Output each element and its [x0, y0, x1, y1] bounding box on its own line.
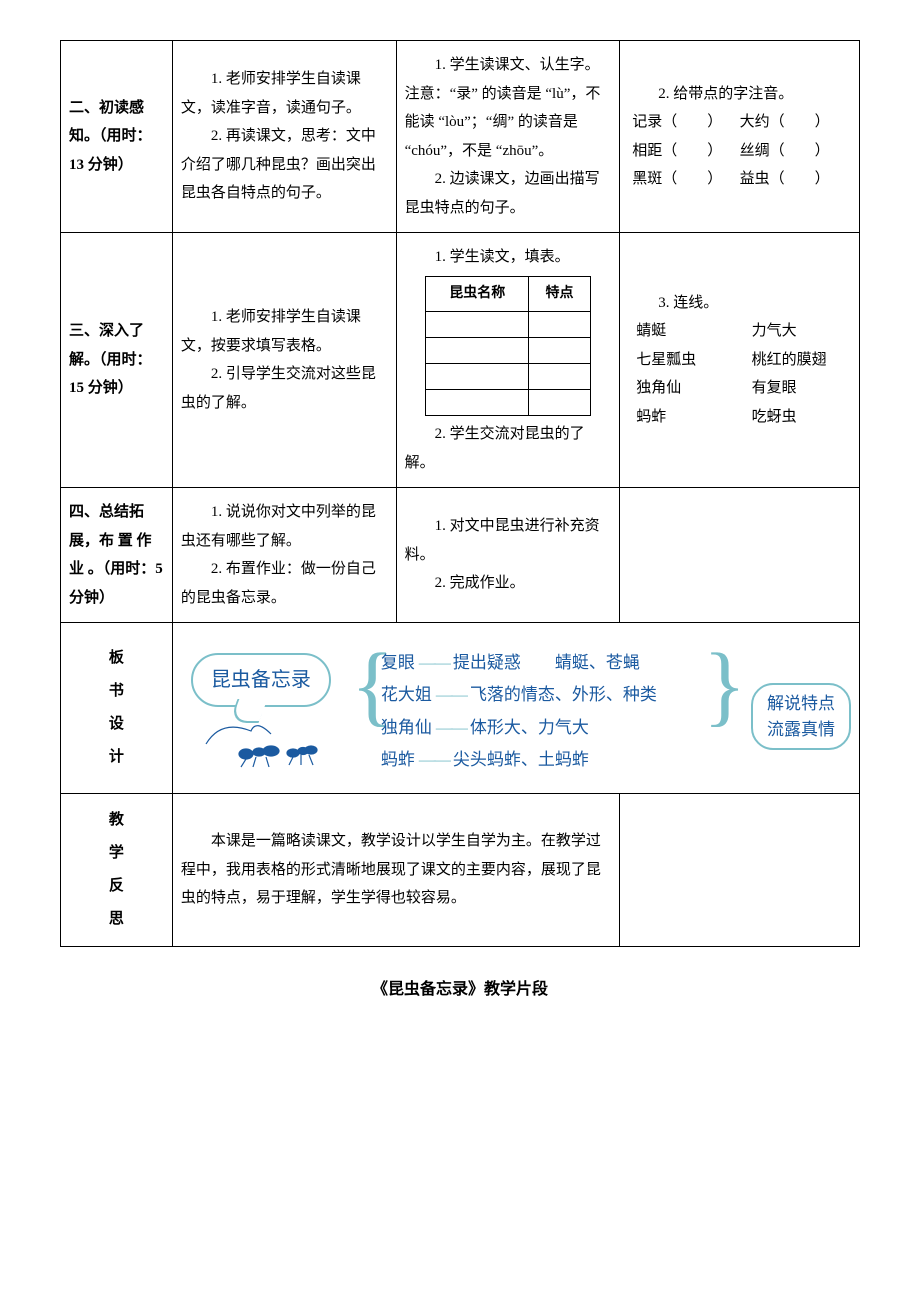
- bl-left: 独角仙: [381, 718, 432, 737]
- inner-cell: [529, 364, 590, 390]
- match-left: 蜻蜓: [636, 317, 727, 346]
- match-pair: 蚂蚱 吃蚜虫: [628, 403, 851, 432]
- table-row: 三、深入了解。（用时：15 分钟） 1. 老师安排学生自读课文，按要求填写表格。…: [61, 233, 860, 488]
- lesson-plan-table: 二、初读感知。（用时：13 分钟） 1. 老师安排学生自读课文，读准字音，读通句…: [60, 40, 860, 947]
- pinyin-item: 益虫（ ）: [740, 165, 847, 194]
- pinyin-pair: 相距（ ） 丝绸（ ）: [628, 137, 851, 166]
- bl-right: 飞落的情态、外形、种类: [470, 685, 657, 704]
- stage-label: 二、初读感知。（用时：13 分钟）: [61, 41, 173, 233]
- brace-right-icon: }: [703, 641, 721, 731]
- inner-cell: [426, 364, 529, 390]
- board-right-bubble: 解说特点 流露真情: [751, 683, 851, 750]
- inner-cell: [426, 338, 529, 364]
- insect-table: 昆虫名称 特点: [425, 276, 590, 417]
- inner-header: 昆虫名称: [426, 276, 529, 312]
- teacher-activity: 1. 老师安排学生自读课文，读准字音，读通句子。 2. 再读课文，思考：文中介绍…: [172, 41, 396, 233]
- match-left: 七星瓢虫: [636, 346, 727, 375]
- table-row: 板书设计 昆虫备忘录: [61, 623, 860, 794]
- teacher-line: 2. 再读课文，思考：文中介绍了哪几种昆虫？画出突出昆虫各自特点的句子。: [181, 122, 388, 208]
- check-exercise: [620, 488, 860, 623]
- match-right: 力气大: [728, 317, 843, 346]
- footer-title: 《昆虫备忘录》教学片段: [60, 975, 860, 1005]
- bl-left: 蚂蚱: [381, 750, 415, 769]
- teacher-line: 1. 老师安排学生自读课文，读准字音，读通句子。: [181, 65, 388, 122]
- reflect-text-cell: 本课是一篇略读课文，教学设计以学生自学为主。在教学过程中，我用表格的形式清晰地展…: [172, 794, 619, 947]
- student-activity: 1. 学生读文，填表。 昆虫名称 特点 2. 学生交流对昆虫的了解。: [396, 233, 620, 488]
- table-row: 教学反思 本课是一篇略读课文，教学设计以学生自学为主。在教学过程中，我用表格的形…: [61, 794, 860, 947]
- student-line: 1. 对文中昆虫进行补充资料。: [405, 512, 612, 569]
- teacher-line: 2. 布置作业：做一份自己的昆虫备忘录。: [181, 555, 388, 612]
- bubble-line: 解说特点: [767, 694, 835, 713]
- student-activity: 1. 学生读课文、认生字。注意：“录” 的读音是 “lù”，不能读 “lòu”；…: [396, 41, 620, 233]
- student-top: 1. 学生读文，填表。: [405, 243, 612, 272]
- student-line: 1. 学生读课文、认生字。注意：“录” 的读音是 “lù”，不能读 “lòu”；…: [405, 51, 612, 165]
- board-design: 昆虫备忘录: [172, 623, 859, 794]
- student-line: 2. 完成作业。: [405, 569, 612, 598]
- student-activity: 1. 对文中昆虫进行补充资料。 2. 完成作业。: [396, 488, 620, 623]
- inner-cell: [529, 390, 590, 416]
- pinyin-pair: 记录（ ） 大约（ ）: [628, 108, 851, 137]
- stage-label: 四、总结拓展，布 置 作 业 。（用时：5 分钟）: [61, 488, 173, 623]
- inner-cell: [529, 338, 590, 364]
- check-exercise: 3. 连线。 蜻蜓 力气大 七星瓢虫 桃红的膜翅 独角仙 有复眼 蚂蚱 吃蚜虫: [620, 233, 860, 488]
- pinyin-item: 黑斑（ ）: [632, 165, 739, 194]
- dash-icon: ——: [419, 750, 449, 769]
- pinyin-item: 丝绸（ ）: [740, 137, 847, 166]
- inner-header: 特点: [529, 276, 590, 312]
- teacher-line: 2. 引导学生交流对这些昆虫的了解。: [181, 360, 388, 417]
- table-row: 四、总结拓展，布 置 作 业 。（用时：5 分钟） 1. 说说你对文中列举的昆虫…: [61, 488, 860, 623]
- match-left: 独角仙: [636, 374, 727, 403]
- teacher-line: 1. 老师安排学生自读课文，按要求填写表格。: [181, 303, 388, 360]
- pinyin-item: 记录（ ）: [632, 108, 739, 137]
- dash-icon: ——: [419, 653, 449, 672]
- match-right: 有复眼: [728, 374, 843, 403]
- board-lines: 复眼——提出疑惑 蜻蜓、苍蝇 花大姐——飞落的情态、外形、种类 独角仙——体形大…: [381, 647, 691, 776]
- ant-icon: [201, 709, 321, 769]
- match-pair: 独角仙 有复眼: [628, 374, 851, 403]
- student-bottom: 2. 学生交流对昆虫的了解。: [405, 420, 612, 477]
- reflect-label: 教学反思: [61, 794, 173, 947]
- stage-label: 三、深入了解。（用时：15 分钟）: [61, 233, 173, 488]
- reflect-empty: [620, 794, 860, 947]
- teacher-activity: 1. 老师安排学生自读课文，按要求填写表格。 2. 引导学生交流对这些昆虫的了解…: [172, 233, 396, 488]
- match-left: 蚂蚱: [636, 403, 727, 432]
- teacher-activity: 1. 说说你对文中列举的昆虫还有哪些了解。 2. 布置作业：做一份自己的昆虫备忘…: [172, 488, 396, 623]
- inner-cell: [529, 312, 590, 338]
- brace-left-icon: {: [351, 641, 369, 731]
- bl-right: 提出疑惑 蜻蜓、苍蝇: [453, 653, 640, 672]
- bl-left: 复眼: [381, 653, 415, 672]
- exercise-title: 3. 连线。: [628, 289, 851, 318]
- board-title-bubble: 昆虫备忘录: [191, 653, 331, 707]
- reflect-text: 本课是一篇略读课文，教学设计以学生自学为主。在教学过程中，我用表格的形式清晰地展…: [181, 827, 611, 913]
- pinyin-item: 相距（ ）: [632, 137, 739, 166]
- student-line: 2. 边读课文，边画出描写昆虫特点的句子。: [405, 165, 612, 222]
- inner-cell: [426, 312, 529, 338]
- board-label: 板书设计: [61, 623, 173, 794]
- dash-icon: ——: [436, 685, 466, 704]
- bl-right: 体形大、力气大: [470, 718, 589, 737]
- table-row: 二、初读感知。（用时：13 分钟） 1. 老师安排学生自读课文，读准字音，读通句…: [61, 41, 860, 233]
- match-right: 吃蚜虫: [728, 403, 843, 432]
- exercise-title: 2. 给带点的字注音。: [628, 80, 851, 109]
- match-pair: 蜻蜓 力气大: [628, 317, 851, 346]
- pinyin-pair: 黑斑（ ） 益虫（ ）: [628, 165, 851, 194]
- pinyin-item: 大约（ ）: [740, 108, 847, 137]
- match-pair: 七星瓢虫 桃红的膜翅: [628, 346, 851, 375]
- match-right: 桃红的膜翅: [728, 346, 843, 375]
- bubble-line: 流露真情: [767, 720, 835, 739]
- bl-left: 花大姐: [381, 685, 432, 704]
- teacher-line: 1. 说说你对文中列举的昆虫还有哪些了解。: [181, 498, 388, 555]
- inner-cell: [426, 390, 529, 416]
- bl-right: 尖头蚂蚱、土蚂蚱: [453, 750, 589, 769]
- check-exercise: 2. 给带点的字注音。 记录（ ） 大约（ ） 相距（ ） 丝绸（ ） 黑斑（ …: [620, 41, 860, 233]
- dash-icon: ——: [436, 718, 466, 737]
